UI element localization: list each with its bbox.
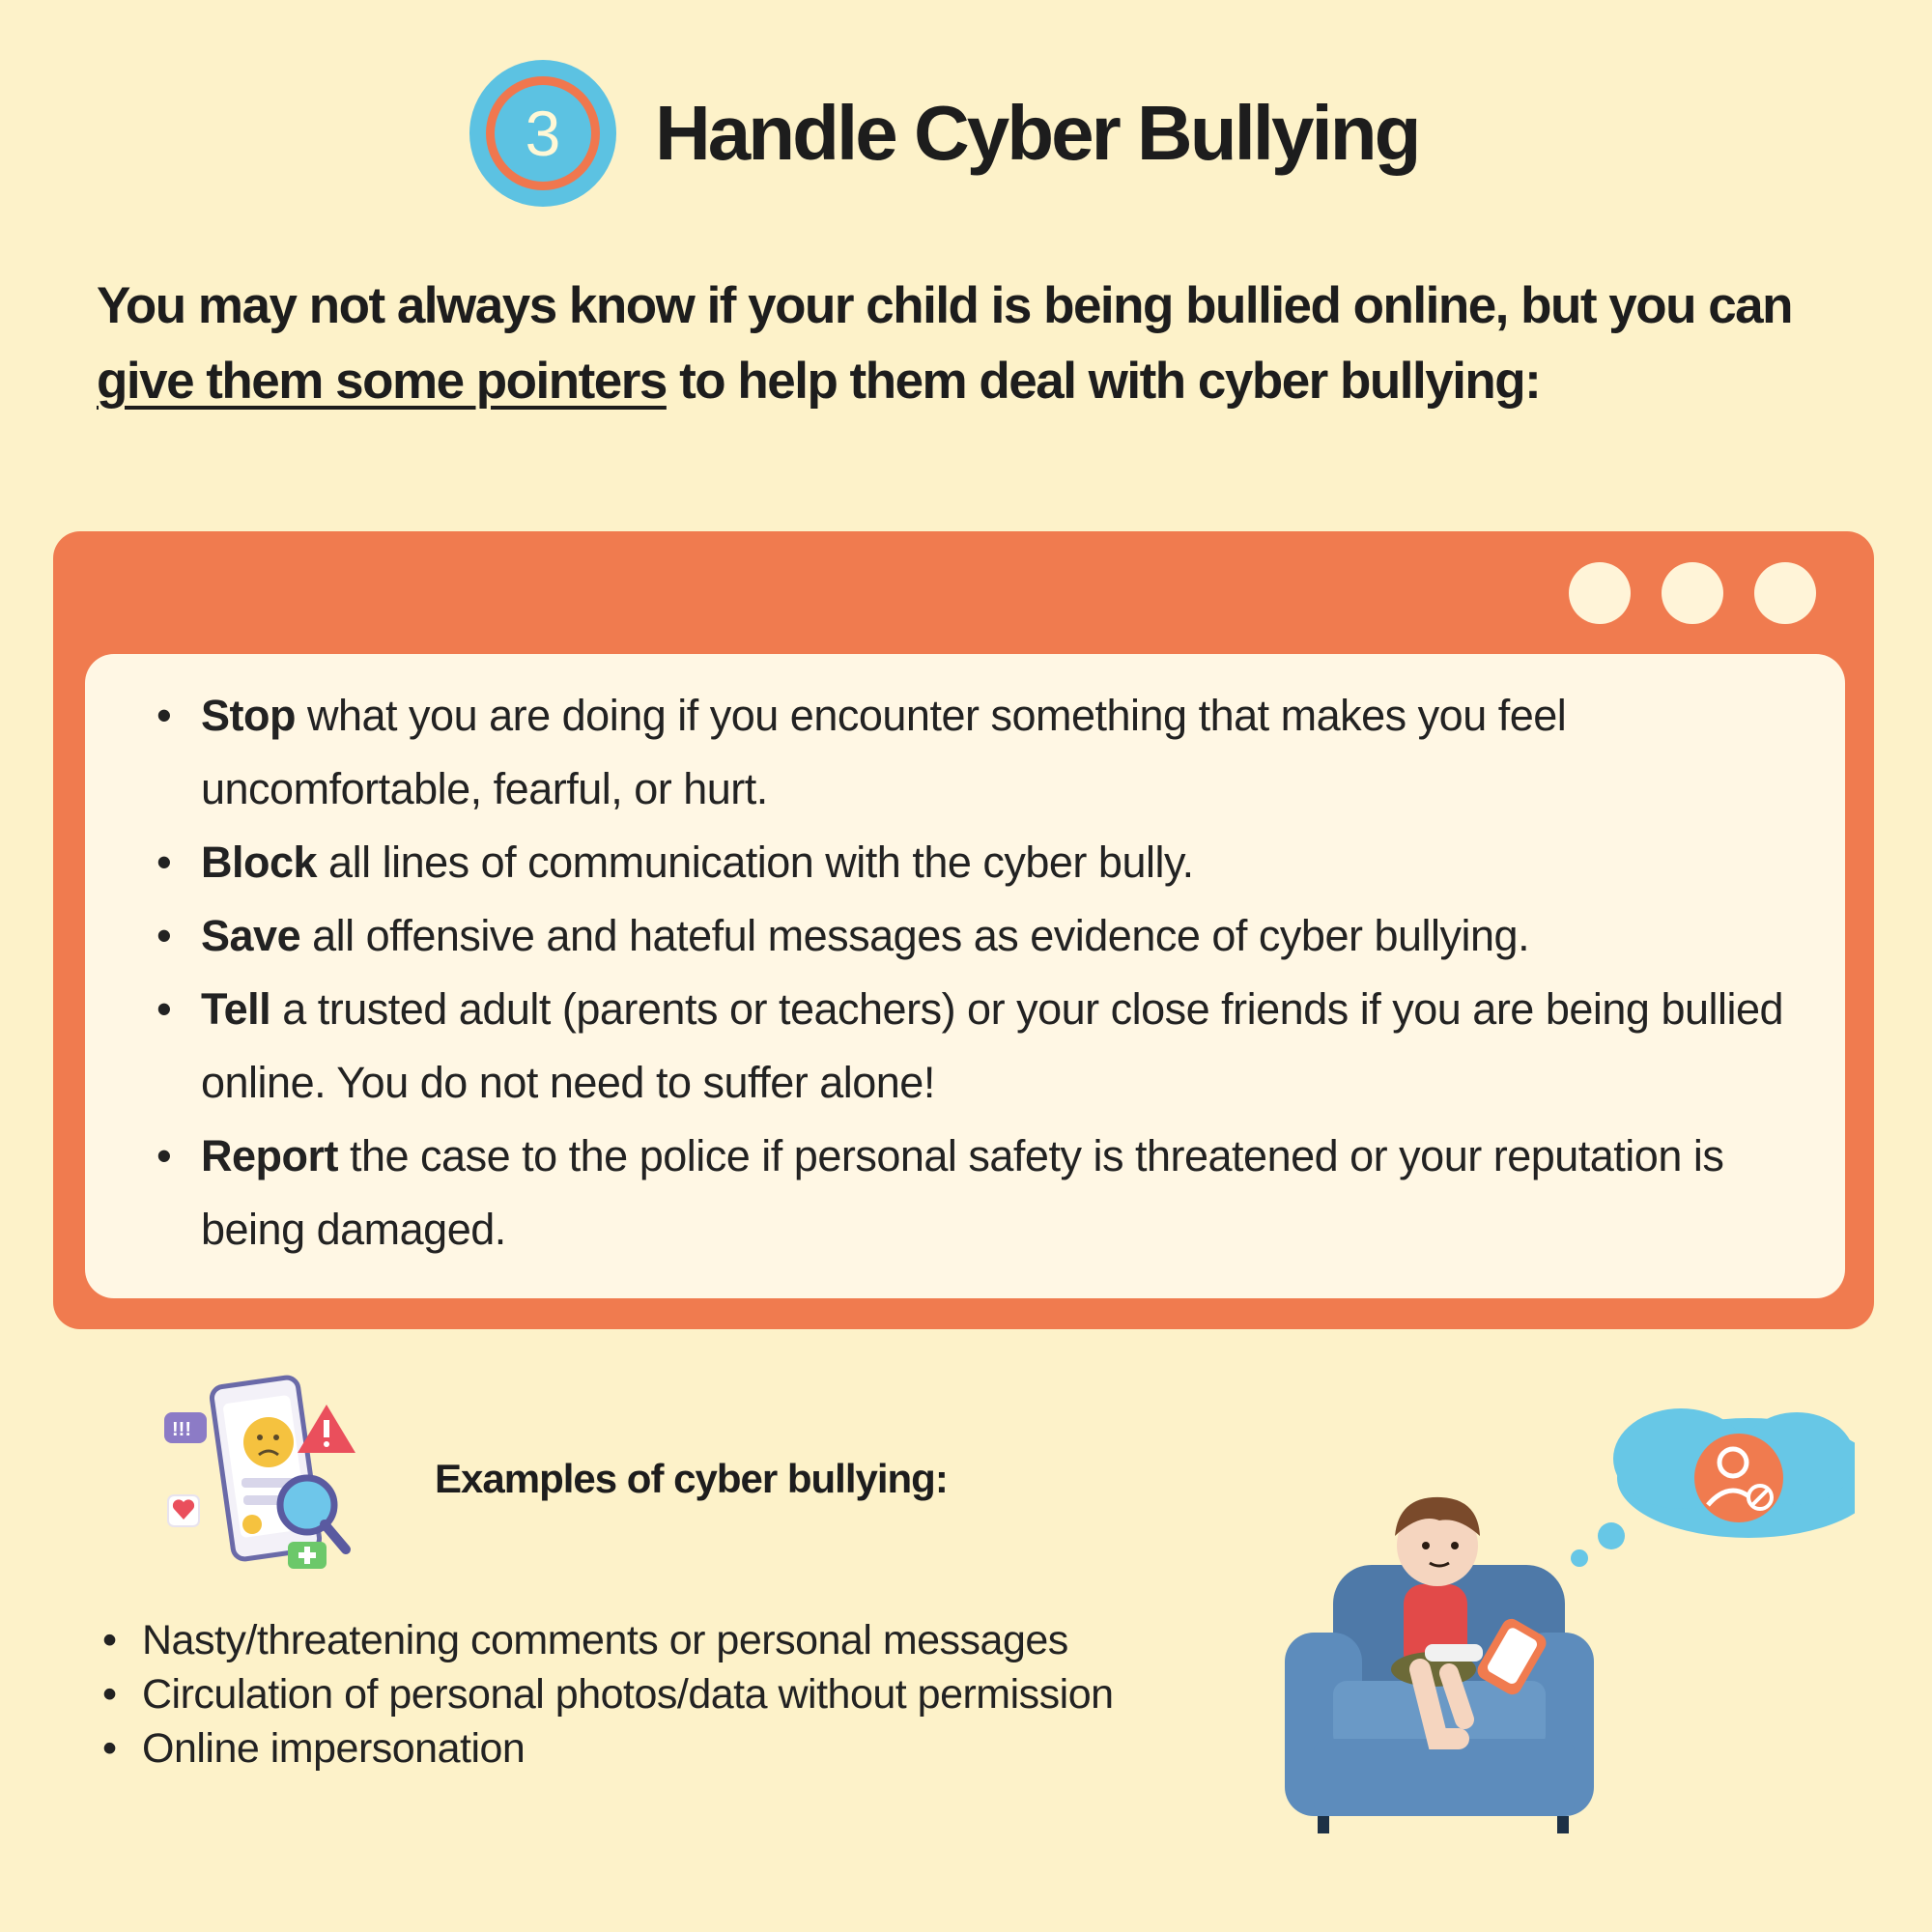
window-dot-3 <box>1754 562 1816 624</box>
tip-text: all offensive and hateful messages as ev… <box>300 911 1530 960</box>
window-controls <box>1569 562 1816 624</box>
bullet-icon: • <box>102 1671 117 1718</box>
tips-list: • Stop what you are doing if you encounte… <box>85 654 1845 1266</box>
examples-title: Examples of cyber bullying: <box>435 1456 949 1501</box>
bullet-icon: • <box>102 1725 117 1772</box>
boy-on-sofa-illustration <box>1285 1408 1855 1833</box>
example-text: Online impersonation <box>142 1725 526 1772</box>
intro-text-1: You may not always know if your child is… <box>97 277 1794 334</box>
tip-report: • Report the case to the police if person… <box>126 1120 1806 1266</box>
svg-text:!!!: !!! <box>172 1419 191 1440</box>
window-dot-1 <box>1569 562 1631 624</box>
phone-bullying-icon: !!! <box>164 1375 355 1569</box>
tip-save: • Save all offensive and hateful messages… <box>126 899 1806 973</box>
examples-list: • Nasty/threatening comments or personal … <box>97 1613 1114 1776</box>
intro-text-2: to help them deal with cyber bullying: <box>666 353 1542 410</box>
bullet-icon: • <box>102 1617 117 1663</box>
thought-cloud-icon <box>1571 1408 1855 1567</box>
example-text: Nasty/threatening comments or personal m… <box>142 1617 1068 1663</box>
bullet-icon: • <box>156 911 172 960</box>
example-item: • Nasty/threatening comments or personal … <box>97 1613 1114 1667</box>
tip-text: all lines of communication with the cybe… <box>317 838 1194 887</box>
bullet-icon: • <box>156 1131 172 1180</box>
page-header: 3 Handle Cyber Bullying <box>473 56 1421 211</box>
step-number-badge: 3 <box>473 64 612 203</box>
tip-keyword: Report <box>201 1131 339 1180</box>
page-title: Handle Cyber Bullying <box>655 90 1421 176</box>
tip-text: what you are doing if you encounter some… <box>201 691 1567 813</box>
bullet-icon: • <box>156 838 172 887</box>
tip-tell: • Tell a trusted adult (parents or teache… <box>126 973 1806 1120</box>
bullet-icon: • <box>156 691 172 740</box>
tip-text: a trusted adult (parents or teachers) or… <box>201 984 1784 1107</box>
tip-block: • Block all lines of communication with t… <box>126 826 1806 899</box>
tip-keyword: Save <box>201 911 301 960</box>
intro-paragraph: You may not always know if your child is… <box>97 269 1874 419</box>
tip-keyword: Tell <box>201 984 271 1034</box>
tip-text: the case to the police if personal safet… <box>201 1131 1724 1254</box>
example-text: Circulation of personal photos/data with… <box>142 1671 1114 1718</box>
tip-keyword: Block <box>201 838 318 887</box>
intro-underlined-text: give them some pointers <box>97 353 668 410</box>
tips-panel: • Stop what you are doing if you encounte… <box>85 654 1845 1298</box>
example-item: • Online impersonation <box>97 1721 1114 1776</box>
example-item: • Circulation of personal photos/data wit… <box>97 1667 1114 1721</box>
tip-keyword: Stop <box>201 691 296 740</box>
bullet-icon: • <box>156 984 172 1034</box>
tip-stop: • Stop what you are doing if you encounte… <box>126 679 1806 826</box>
window-dot-2 <box>1662 562 1723 624</box>
step-number: 3 <box>486 76 600 190</box>
tips-window: • Stop what you are doing if you encounte… <box>53 531 1874 1329</box>
